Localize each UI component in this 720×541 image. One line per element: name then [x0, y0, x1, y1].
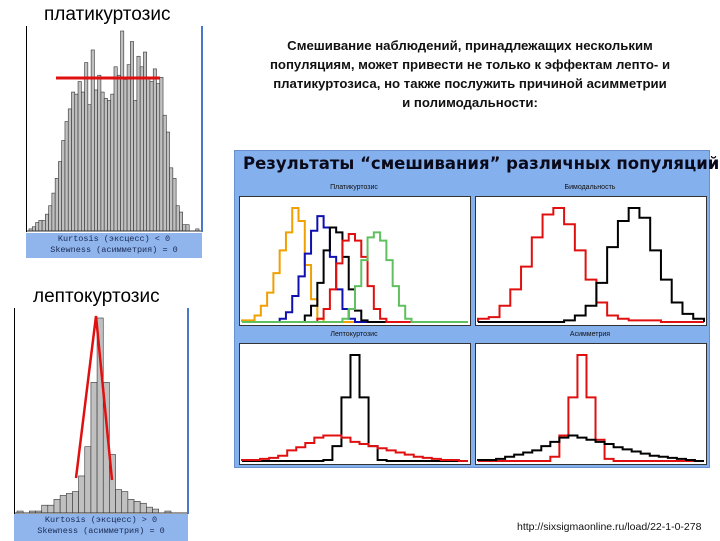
- leptokurtosis-lines: [241, 354, 468, 462]
- mixing-results-panel: Результаты “смешивания” различных популя…: [234, 150, 719, 468]
- platykurtosis-stats: Kurtosis (эксцесс) < 0 Skewness (асиммет…: [26, 233, 202, 258]
- chart-platykurtosis: [239, 196, 471, 326]
- chart-label-leptokurtosis: Лептокуртозис: [330, 331, 378, 338]
- source-link[interactable]: http://sixsigmaonline.ru/load/22-1-0-278: [517, 521, 702, 533]
- skewness-label: Skewness (асимметрия) = 0: [37, 526, 165, 536]
- skewness-label: Skewness (асимметрия) = 0: [50, 245, 178, 255]
- platykurtosis-lines: [241, 207, 468, 323]
- chart-leptokurtosis: [239, 343, 471, 465]
- platykurtosis-histogram: [26, 26, 203, 232]
- chart-asymmetry: [475, 343, 707, 465]
- description-text: Смешивание наблюдений, принадлежащих нес…: [222, 36, 718, 112]
- description-line: популяциям, может привести не только к э…: [269, 57, 671, 72]
- chart-label-asymmetry: Асимметрия: [569, 331, 611, 338]
- description-line: платикуртозиса, но также послужить причи…: [273, 76, 667, 91]
- panel-title: Результаты “смешивания” различных популя…: [243, 154, 720, 173]
- leptokurtosis-histogram: [14, 308, 189, 514]
- platykurtosis-title: платикуртозис: [44, 4, 171, 25]
- chart-label-platykurtosis: Платикуртозис: [330, 184, 378, 191]
- leptokurtosis-stats: Kurtosis (эксцесс) > 0 Skewness (асиммет…: [14, 514, 188, 541]
- platykurtosis-bars: [27, 30, 201, 232]
- description-line: Смешивание наблюдений, принадлежащих нес…: [287, 38, 653, 53]
- chart-bimodality: [475, 196, 707, 326]
- leptokurtosis-bars: [15, 315, 187, 514]
- leptokurtosis-title: лептокуртозис: [33, 286, 160, 307]
- bimodality-lines: [477, 207, 705, 323]
- kurtosis-label: Kurtosis (эксцесс) > 0: [44, 515, 158, 525]
- asymmetry-lines: [477, 354, 704, 462]
- kurtosis-label: Kurtosis (эксцесс) < 0: [57, 234, 171, 244]
- chart-label-bimodality: Бимодальность: [564, 184, 616, 191]
- description-line: и полимодальности:: [402, 95, 538, 110]
